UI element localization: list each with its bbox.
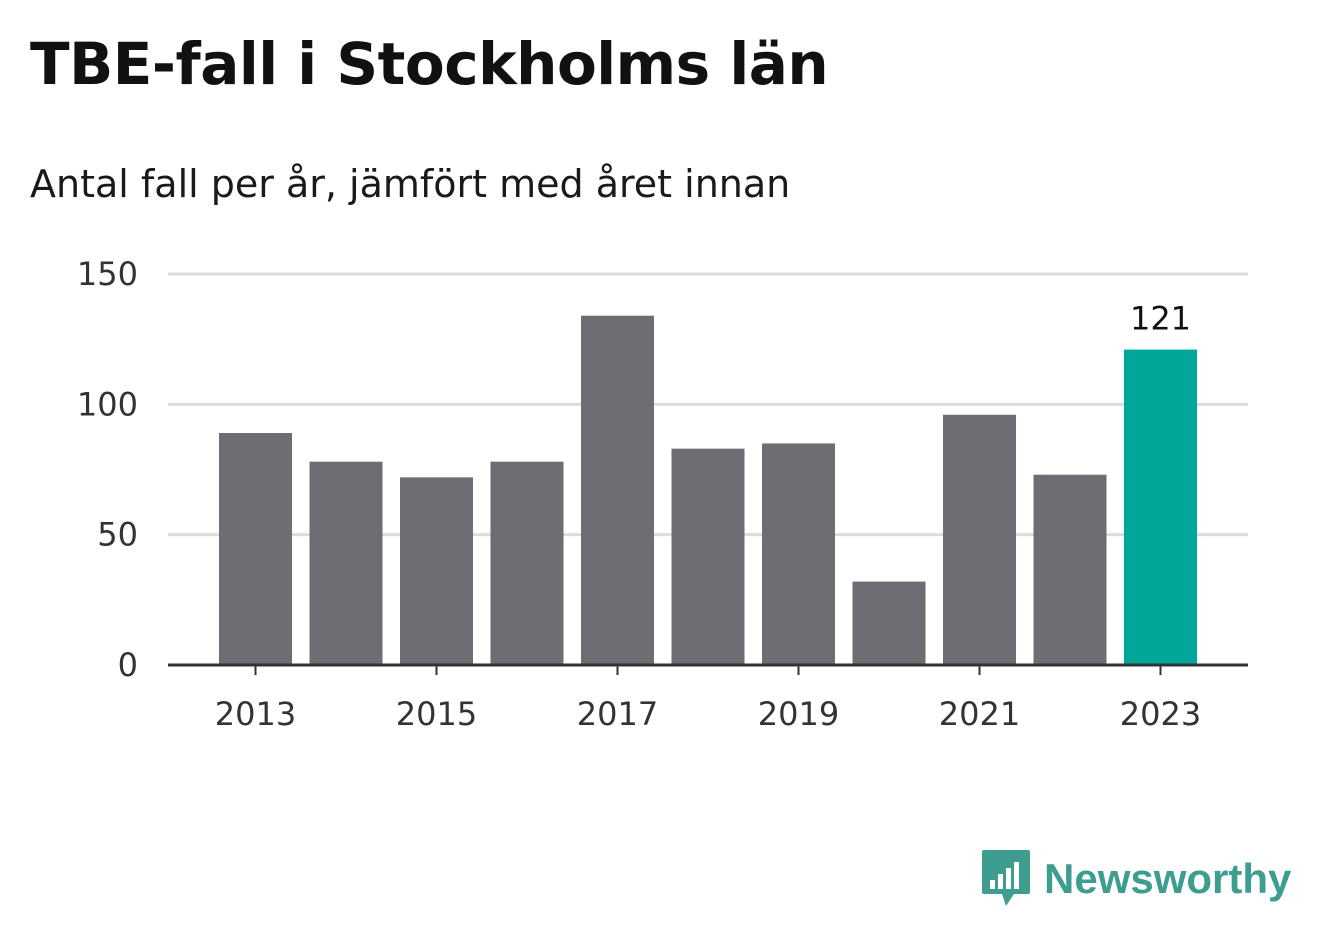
chart-subtitle: Antal fall per år, jämfört med året inna… [30, 162, 791, 206]
y-tick-label-150: 150 [77, 255, 138, 293]
chart-title: TBE-fall i Stockholms län [30, 30, 829, 98]
bar-2019 [762, 443, 835, 665]
x-tick-label-2017: 2017 [577, 695, 658, 733]
newsworthy-logo-icon [982, 850, 1030, 906]
x-tick-label-2015: 2015 [396, 695, 477, 733]
y-tick-labels: 0 50 100 150 [77, 255, 138, 684]
x-tick-label-2023: 2023 [1120, 695, 1201, 733]
data-labels: 121 [1130, 300, 1191, 338]
bar-2018 [671, 448, 745, 665]
y-tick-label-100: 100 [77, 385, 138, 423]
bar-2016 [490, 461, 564, 665]
data-label-2023: 121 [1130, 300, 1191, 338]
bar-2013 [219, 433, 292, 665]
y-tick-label-50: 50 [97, 516, 138, 554]
bar-2014 [309, 461, 383, 665]
y-tick-label-0: 0 [118, 646, 138, 684]
brand-name: Newsworthy [1044, 855, 1292, 902]
bar-2017 [581, 315, 654, 665]
bar-2023 [1124, 349, 1197, 665]
bar-chart: 0 50 100 150 2013 2015 2017 2019 2021 2023 121 [77, 255, 1248, 733]
x-tick-label-2019: 2019 [758, 695, 839, 733]
bar-2021 [943, 414, 1016, 665]
bar-2020 [852, 581, 926, 665]
x-tick-labels: 2013 2015 2017 2019 2021 2023 [215, 695, 1201, 733]
x-axis [168, 663, 1248, 675]
x-tick-label-2013: 2013 [215, 695, 296, 733]
brand-logo: Newsworthy [980, 848, 1291, 910]
x-tick-label-2021: 2021 [939, 695, 1020, 733]
bars [219, 315, 1197, 665]
bar-2022 [1033, 474, 1107, 665]
bar-2015 [400, 477, 473, 665]
